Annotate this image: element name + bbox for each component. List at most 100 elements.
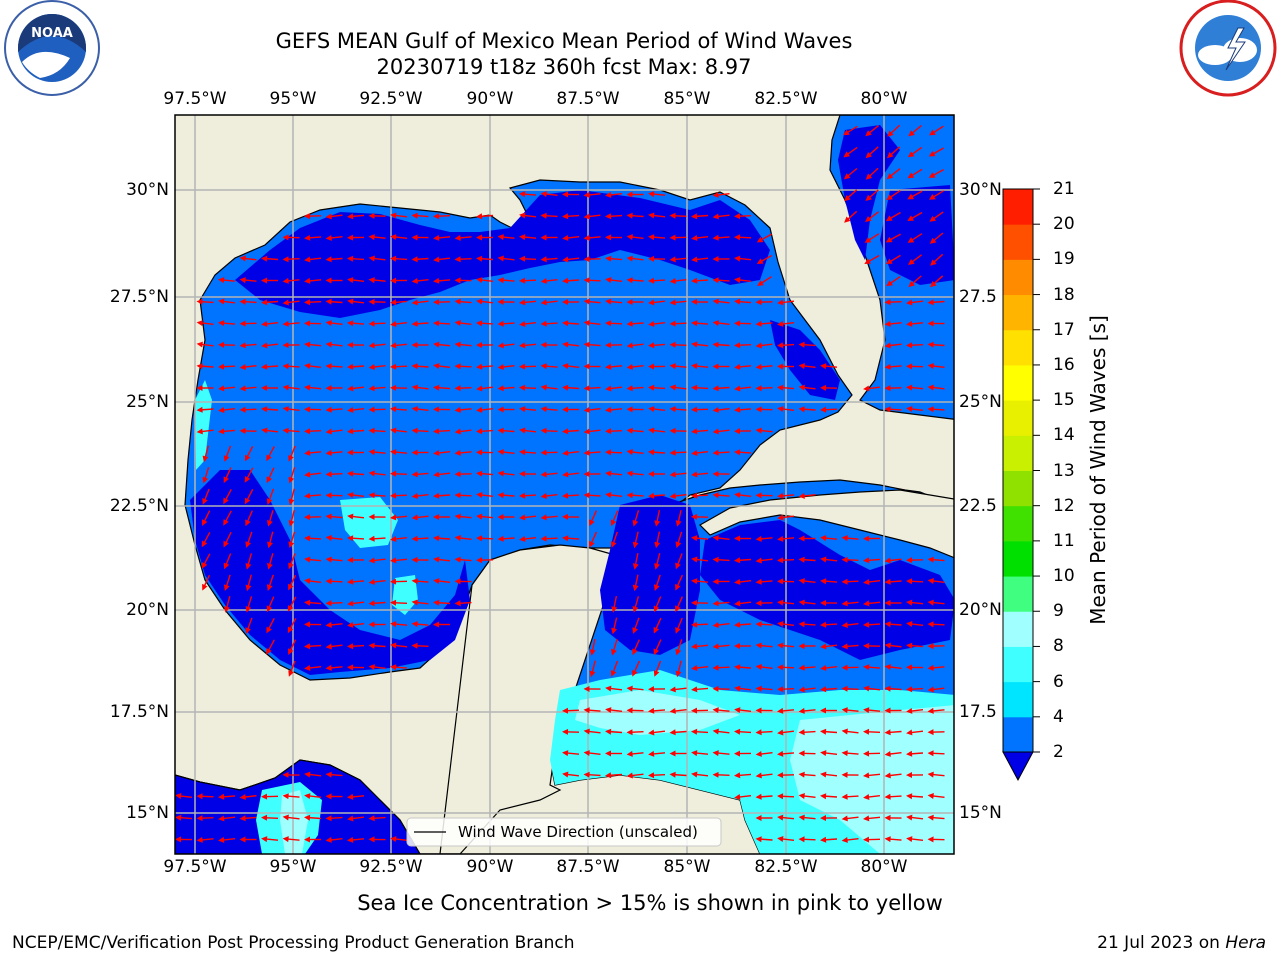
wind-wave-arrow-head xyxy=(928,150,936,157)
wind-wave-arrow-head xyxy=(798,535,805,542)
wind-wave-arrow-head xyxy=(239,385,246,392)
wind-wave-arrow-head xyxy=(777,557,784,564)
wind-wave-arrow-head xyxy=(691,578,698,585)
wind-wave-arrow-head xyxy=(540,471,547,478)
colorbar-segment xyxy=(1003,294,1033,331)
wind-wave-arrow-head xyxy=(288,670,294,677)
wind-wave-arrow-head xyxy=(653,605,660,613)
wind-wave-arrow-head xyxy=(610,670,617,677)
wind-wave-arrow-head xyxy=(648,363,654,370)
wind-wave-arrow-head xyxy=(777,772,784,779)
wind-wave-arrow-head xyxy=(261,814,268,821)
wind-wave-arrow-head xyxy=(648,255,655,262)
wind-wave-arrow-head xyxy=(820,384,827,391)
wind-wave-arrow-head xyxy=(196,341,203,348)
wind-wave-arrow-head xyxy=(908,280,915,288)
wind-wave-arrow-head xyxy=(884,751,891,757)
wind-wave-arrow-head xyxy=(927,363,934,369)
wind-wave-arrow-head xyxy=(304,341,311,348)
wind-wave-arrow-head xyxy=(497,234,504,241)
colorbar-segment xyxy=(1003,646,1033,683)
wind-wave-arrow-head xyxy=(712,664,719,671)
wind-wave-arrow-head xyxy=(519,255,526,262)
wind-wave-arrow-head xyxy=(626,255,633,262)
wind-wave-arrow-head xyxy=(411,599,418,606)
wind-wave-arrow-head xyxy=(777,642,784,649)
wind-wave-arrow-head xyxy=(632,520,639,527)
cuba-low-period xyxy=(700,520,954,660)
wind-wave-arrow-head xyxy=(907,151,915,158)
wind-wave-arrow-head xyxy=(927,686,934,693)
wind-wave-arrow-head xyxy=(390,557,397,564)
wind-wave-arrow-head xyxy=(755,836,762,843)
wind-wave-arrow-head xyxy=(304,277,311,284)
wind-wave-arrow-head xyxy=(390,514,397,521)
wind-wave-arrow-head xyxy=(927,578,934,584)
latitude-label: 15°N xyxy=(959,803,1002,823)
wind-wave-arrow-head xyxy=(648,191,655,198)
wind-wave-arrow-head xyxy=(347,277,354,283)
wind-wave-arrow-head xyxy=(712,771,719,778)
wind-wave-arrow-head xyxy=(669,427,676,434)
wind-wave-arrow-head xyxy=(562,771,569,778)
wind-wave-arrow-head xyxy=(390,599,397,606)
wind-wave-arrow-head xyxy=(390,384,397,391)
wind-wave-arrow-head xyxy=(841,815,848,822)
latitude-label: 25°N xyxy=(126,392,169,412)
wind-wave-arrow-head xyxy=(454,556,461,563)
wind-wave-arrow-head xyxy=(519,321,526,327)
wind-wave-arrow-head xyxy=(368,427,375,434)
wind-wave-arrow-head xyxy=(712,578,719,585)
wind-wave-arrow-head xyxy=(519,406,526,413)
wind-wave-arrow-head xyxy=(884,299,891,306)
wind-wave-arrow-head xyxy=(583,406,590,413)
wind-wave-arrow-head xyxy=(626,191,633,198)
wind-wave-arrow-head xyxy=(884,772,891,779)
wind-wave-arrow-head xyxy=(562,750,569,757)
wind-wave-arrow-head xyxy=(755,685,762,692)
wind-wave-arrow-head xyxy=(288,562,294,570)
wind-wave-arrow-head xyxy=(863,664,870,671)
colorbar-under-extension xyxy=(1002,751,1034,782)
colorbar-tick-label: 17 xyxy=(1053,319,1075,340)
wind-wave-arrow-head xyxy=(712,385,719,392)
colorbar-tick-label: 14 xyxy=(1053,425,1075,446)
wind-wave-arrow-head xyxy=(454,406,461,413)
wind-wave-arrow-head xyxy=(267,563,273,570)
wind-wave-arrow-head xyxy=(863,836,870,843)
wind-wave-arrow-head xyxy=(261,427,268,434)
wind-wave-arrow-head xyxy=(201,562,208,569)
wind-wave-arrow-head xyxy=(632,606,639,613)
wind-wave-arrow-head xyxy=(497,449,504,455)
wind-wave-arrow-head xyxy=(906,342,913,349)
wind-wave-arrow-head xyxy=(411,578,418,585)
latitude-label: 30°N xyxy=(126,180,169,200)
wind-wave-arrow-head xyxy=(347,298,354,305)
wind-wave-arrow-head xyxy=(476,557,483,564)
wind-wave-arrow-head xyxy=(605,707,612,713)
wind-wave-arrow-head xyxy=(218,277,225,284)
wind-wave-arrow-head xyxy=(282,234,289,241)
wind-wave-arrow-head xyxy=(540,449,547,456)
wind-wave-arrow-head xyxy=(347,643,354,650)
wind-wave-arrow-head xyxy=(777,514,784,521)
wind-wave-arrow-head xyxy=(476,342,482,348)
wind-wave-arrow-head xyxy=(675,648,682,656)
wind-wave-arrow-head xyxy=(777,707,784,714)
wind-wave-arrow-head xyxy=(669,384,676,391)
wind-wave-arrow-head xyxy=(433,363,440,369)
wind-wave-arrow-head xyxy=(648,406,655,412)
wind-wave-arrow-head xyxy=(583,320,590,326)
colorbar-tick-label: 9 xyxy=(1053,601,1064,622)
wind-wave-arrow-head xyxy=(196,320,203,326)
wind-wave-arrow-head xyxy=(798,556,805,563)
wind-wave-arrow-head xyxy=(266,584,273,591)
wind-wave-arrow-head xyxy=(626,685,633,692)
wind-wave-arrow-head xyxy=(583,298,590,305)
wind-wave-arrow-head xyxy=(669,406,676,413)
wind-wave-arrow-head xyxy=(884,729,891,736)
wind-wave-arrow-head xyxy=(562,406,568,413)
longitude-label: 97.5°W xyxy=(163,857,227,877)
wind-wave-arrow-head xyxy=(433,535,440,542)
